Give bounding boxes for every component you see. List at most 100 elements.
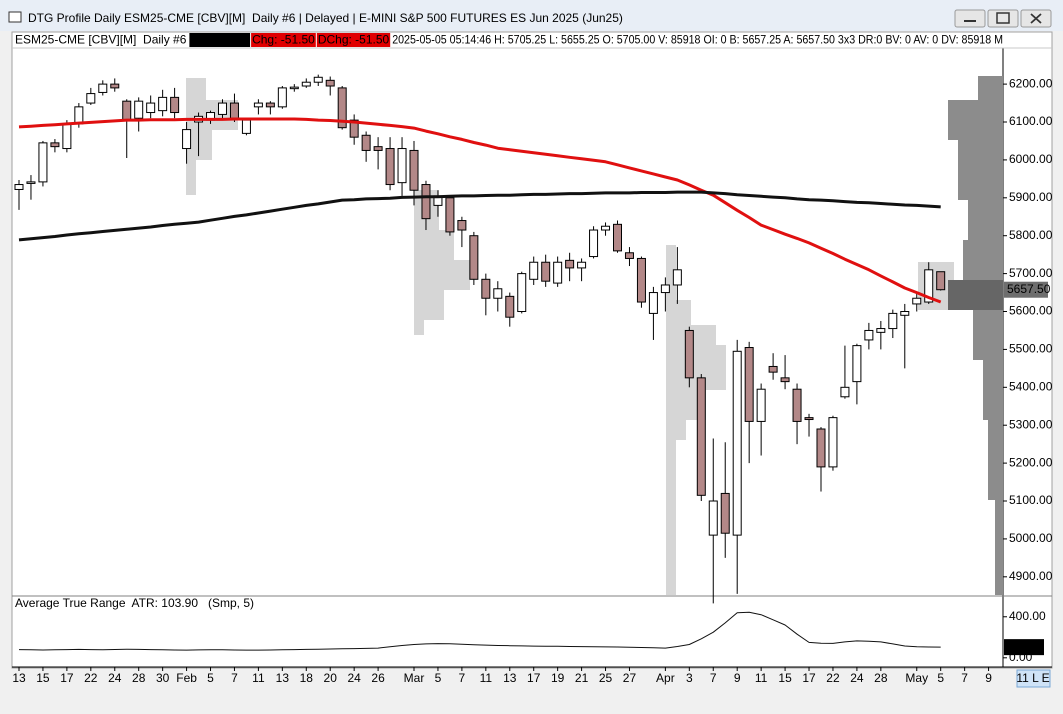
x-tick-label: 11	[252, 671, 265, 685]
candle-body	[253, 102, 263, 108]
y-tick-label: 6100.00	[1009, 114, 1053, 128]
profile-bar	[988, 420, 1003, 500]
x-tick-label: 21	[575, 671, 589, 685]
header-close: C: 5657.50	[190, 33, 249, 47]
candle-body	[840, 386, 850, 398]
profile-bar	[983, 360, 1003, 420]
y-tick-label: 5200.00	[1009, 455, 1053, 469]
x-tick-label: 9	[734, 671, 741, 685]
profile-bar	[948, 280, 1003, 310]
profile-bar	[948, 100, 1003, 140]
candle-body	[696, 377, 706, 496]
candle-body	[122, 100, 132, 121]
candle-body	[158, 96, 168, 112]
minimize-button[interactable]	[954, 9, 986, 28]
y-tick-label: 5400.00	[1009, 379, 1053, 393]
candle-body	[684, 329, 694, 379]
candle-body	[589, 229, 599, 258]
profile-bar	[963, 240, 1003, 280]
candle-body	[565, 259, 575, 269]
x-tick-label: 22	[826, 671, 840, 685]
profile-bar	[973, 310, 1003, 360]
x-tick-label: 13	[276, 671, 290, 685]
header-box	[189, 33, 251, 47]
header-symbol: ESM25-CME [CBV][M] Daily #6	[15, 33, 187, 47]
status-tag: 11 L E	[1016, 671, 1049, 685]
y-tick-label: 6200.00	[1009, 76, 1053, 90]
x-tick-label: 9	[985, 671, 992, 685]
y-tick-label: 5300.00	[1009, 417, 1053, 431]
candle-body	[541, 261, 551, 282]
profile-bar	[978, 76, 1003, 100]
header-info: 2025-05-05 05:14:46 H: 5705.25 L: 5655.2…	[392, 33, 1003, 47]
candle-body	[912, 297, 922, 305]
candle-body	[720, 492, 730, 534]
maximize-button[interactable]	[987, 9, 1019, 28]
candle-body	[74, 106, 84, 125]
candle-body	[265, 102, 275, 108]
x-tick-label: 15	[778, 671, 792, 685]
candle-body	[277, 87, 287, 108]
candle-body	[457, 220, 467, 231]
candle-body	[864, 329, 874, 341]
profile-bar	[666, 245, 676, 300]
x-tick-label: 17	[60, 671, 74, 685]
x-tick-label: 28	[874, 671, 888, 685]
candle-body	[601, 225, 611, 231]
candle-body	[134, 100, 144, 119]
x-tick-label: 18	[300, 671, 314, 685]
y-tick-label: 5800.00	[1009, 228, 1053, 242]
x-tick-label: 28	[132, 671, 146, 685]
candle-body	[337, 87, 347, 129]
header-dchange: DChg: -51.50	[318, 33, 390, 47]
candle-body	[505, 295, 515, 318]
profile-bar	[186, 78, 206, 100]
candle-body	[828, 417, 838, 468]
x-tick-label: 5	[435, 671, 442, 685]
last-price-box	[1004, 281, 1048, 298]
candle-body	[469, 235, 479, 280]
x-tick-label: Apr	[656, 671, 675, 685]
y-tick-label: 5000.00	[1009, 531, 1053, 545]
candle-body	[349, 119, 359, 138]
candle-body	[792, 388, 802, 422]
volume-profiles	[186, 78, 954, 595]
candle-body	[289, 86, 299, 90]
header-box	[251, 33, 316, 47]
candle-body	[373, 146, 383, 151]
chart-area	[11, 31, 1053, 669]
x-tick-label: 7	[710, 671, 717, 685]
profile-bar	[666, 420, 686, 440]
profile-bar	[414, 320, 424, 335]
line	[18, 190, 941, 242]
x-tick-label: 11	[755, 671, 768, 685]
candle-body	[768, 365, 778, 373]
candle-body	[517, 273, 527, 313]
candle-body	[529, 261, 539, 280]
x-tick-label: 17	[527, 671, 541, 685]
candle-body	[636, 257, 646, 303]
candle-body	[816, 428, 826, 468]
candle-body	[62, 123, 72, 150]
y-tick-label: 6000.00	[1009, 152, 1053, 166]
candle-body	[38, 142, 48, 183]
x-tick-label: Mar	[404, 671, 425, 685]
candle-body	[385, 148, 395, 186]
x-tick-label: 24	[347, 671, 361, 685]
candle-body	[624, 252, 634, 259]
profile-bar	[414, 290, 444, 320]
x-tick-label: 7	[231, 671, 238, 685]
maximize-icon	[996, 12, 1010, 24]
candle-body	[888, 312, 898, 330]
candle-body	[900, 311, 910, 316]
candle-body	[50, 142, 60, 148]
candle-body	[852, 345, 862, 383]
line	[18, 117, 942, 304]
candle-body	[421, 184, 431, 220]
candle-body	[744, 347, 754, 422]
status-tag-box[interactable]	[1016, 669, 1051, 688]
x-tick-label: 7	[961, 671, 968, 685]
y-tick-label: 400.00	[1009, 609, 1046, 623]
candle-body	[313, 76, 323, 83]
candle-body	[756, 388, 766, 422]
